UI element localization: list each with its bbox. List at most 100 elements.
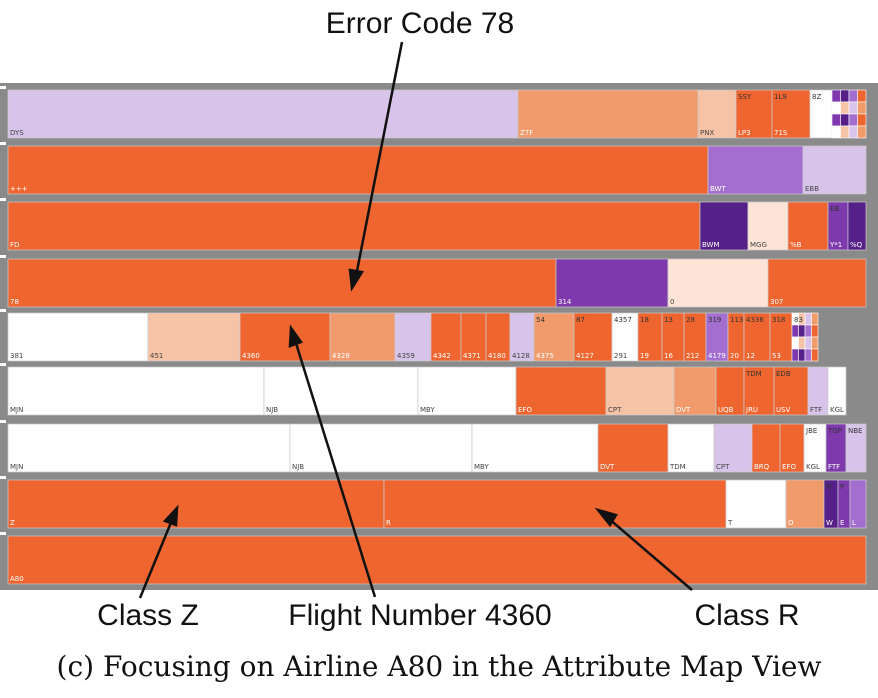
- cell-78[interactable]: [7, 258, 557, 308]
- cell-USV[interactable]: [773, 366, 809, 416]
- cell-Z7F[interactable]: [517, 89, 699, 139]
- cell-label: 0: [670, 298, 674, 306]
- cell-label: Y*1: [829, 241, 842, 249]
- cell-381[interactable]: [7, 312, 149, 362]
- cell-MGG[interactable]: [747, 201, 789, 251]
- cell-Z[interactable]: [7, 479, 385, 529]
- arrow-error-code-78: [354, 41, 404, 277]
- cell-sub-label: TGP: [827, 427, 842, 435]
- row-toggle-icon[interactable]: [0, 142, 6, 145]
- row-toggle-icon[interactable]: [0, 476, 6, 479]
- cell-label: R: [386, 519, 391, 527]
- arrow-class-z: [138, 519, 174, 599]
- cell-LP3[interactable]: [735, 89, 773, 139]
- mosaic-tile: [857, 125, 867, 139]
- cell-sub-label: NBE: [848, 427, 862, 435]
- row-toggle-icon[interactable]: [0, 363, 6, 366]
- cell-PNX[interactable]: [697, 89, 737, 139]
- row-8: Z R T O W N E P L: [0, 476, 867, 529]
- cell-O[interactable]: [785, 479, 825, 529]
- cell-DVT[interactable]: [673, 366, 717, 416]
- cell-DVT[interactable]: [597, 423, 669, 473]
- cell-71S[interactable]: [771, 89, 811, 139]
- cell-307[interactable]: [767, 258, 867, 308]
- cell-CPT[interactable]: [605, 366, 675, 416]
- cell-%B[interactable]: [787, 201, 829, 251]
- cell-sub-label: EB: [830, 205, 839, 213]
- cell-4360[interactable]: [239, 312, 331, 362]
- cell-MJN[interactable]: [7, 366, 265, 416]
- cell-label: FTF: [810, 406, 822, 414]
- cell-unlabeled[interactable]: [845, 423, 867, 473]
- row-toggle-icon[interactable]: [0, 309, 6, 312]
- cell-KGL[interactable]: [827, 366, 847, 416]
- cell-label: MBY: [420, 406, 435, 414]
- cell-R[interactable]: [383, 479, 727, 529]
- cell-4180[interactable]: [485, 312, 511, 362]
- cell-sub-label: EDB: [776, 370, 791, 378]
- cell-sub-label: 4357: [614, 316, 632, 324]
- cell-4328[interactable]: [329, 312, 396, 362]
- mosaic-tile: [848, 89, 858, 103]
- cell-label: KGL: [806, 463, 820, 471]
- cell-label: 314: [558, 298, 572, 306]
- cell-NJB[interactable]: [263, 366, 419, 416]
- cell-FD[interactable]: [7, 201, 701, 251]
- cell-BRQ[interactable]: [751, 423, 781, 473]
- cell-label: %Q: [850, 241, 863, 249]
- cell-DYS[interactable]: [7, 89, 519, 139]
- cell-291[interactable]: [611, 312, 639, 362]
- cell-4342[interactable]: [430, 312, 462, 362]
- cell-MJN[interactable]: [7, 423, 291, 473]
- cell-label: USV: [776, 406, 791, 414]
- cell-+++[interactable]: [7, 145, 709, 195]
- row-toggle-icon[interactable]: [0, 255, 6, 258]
- cell-label: MBY: [474, 463, 489, 471]
- mosaic-tile: [848, 101, 858, 115]
- mosaic-tile: [831, 89, 841, 103]
- cell-label: CPT: [608, 406, 622, 414]
- cell-4371[interactable]: [460, 312, 487, 362]
- cell-EFO[interactable]: [515, 366, 607, 416]
- mosaic-tile: [804, 348, 812, 362]
- cell-MBY[interactable]: [471, 423, 599, 473]
- cell-T[interactable]: [725, 479, 787, 529]
- row-toggle-icon[interactable]: [0, 86, 6, 89]
- cell-label: NJB: [266, 406, 278, 414]
- cell-label: DVT: [676, 406, 691, 414]
- cell-451[interactable]: [147, 312, 241, 362]
- mosaic-tile: [791, 348, 799, 362]
- cell-MBY[interactable]: [417, 366, 517, 416]
- cell-A80[interactable]: [7, 535, 867, 585]
- cell-%Q[interactable]: [847, 201, 867, 251]
- mosaic-tile: [811, 312, 819, 326]
- cell-BWM[interactable]: [699, 201, 749, 251]
- cell-4128[interactable]: [509, 312, 535, 362]
- arrowhead-class-r: [594, 507, 618, 528]
- cell-EFO[interactable]: [779, 423, 805, 473]
- cell-0[interactable]: [667, 258, 769, 308]
- annotation-labels: Error Code 78 Class Z Flight Number 4360…: [97, 7, 799, 632]
- cell-label: KGL: [830, 406, 844, 414]
- row-3: FD BWM MGG %B Y*1 EB %Q: [0, 198, 867, 251]
- cell-314[interactable]: [555, 258, 669, 308]
- cell-label: MJN: [10, 406, 23, 414]
- cell-UQB[interactable]: [715, 366, 745, 416]
- cell-sub-label: 83: [794, 316, 803, 324]
- cell-4359[interactable]: [394, 312, 432, 362]
- cell-sub-label: SSY: [738, 93, 752, 101]
- cell-label: TDM: [669, 463, 686, 471]
- row-toggle-icon[interactable]: [0, 420, 6, 423]
- cell-12[interactable]: [743, 312, 771, 362]
- cell-BWT[interactable]: [707, 145, 804, 195]
- cell-NJB[interactable]: [289, 423, 473, 473]
- cell-4375[interactable]: [533, 312, 575, 362]
- cell-label: 78: [10, 298, 19, 306]
- cell-TDM[interactable]: [667, 423, 715, 473]
- cell-EBB[interactable]: [802, 145, 867, 195]
- cell-L[interactable]: [849, 479, 867, 529]
- row-toggle-icon[interactable]: [0, 532, 6, 535]
- row-toggle-icon[interactable]: [0, 198, 6, 201]
- cell-19[interactable]: [637, 312, 663, 362]
- cell-label: BWT: [710, 185, 726, 193]
